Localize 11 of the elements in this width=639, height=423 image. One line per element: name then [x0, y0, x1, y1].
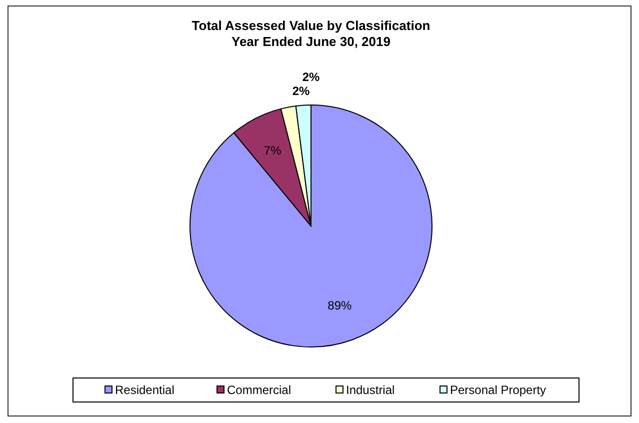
- pie-slice: [233, 108, 312, 226]
- chart-title: Total Assessed Value by Classification Year Ended June 30, 2019: [192, 18, 430, 49]
- pie-slice: [190, 104, 432, 348]
- legend-label: Personal Property: [450, 383, 546, 397]
- legend-label: Commercial: [227, 383, 292, 397]
- data-label: 89%: [328, 298, 352, 313]
- legend-label: Residential: [115, 383, 174, 397]
- data-label: 2%: [302, 70, 320, 84]
- data-label: 7%: [264, 144, 282, 158]
- data-label: 2%: [292, 84, 310, 98]
- legend-label: Industrial: [346, 383, 395, 397]
